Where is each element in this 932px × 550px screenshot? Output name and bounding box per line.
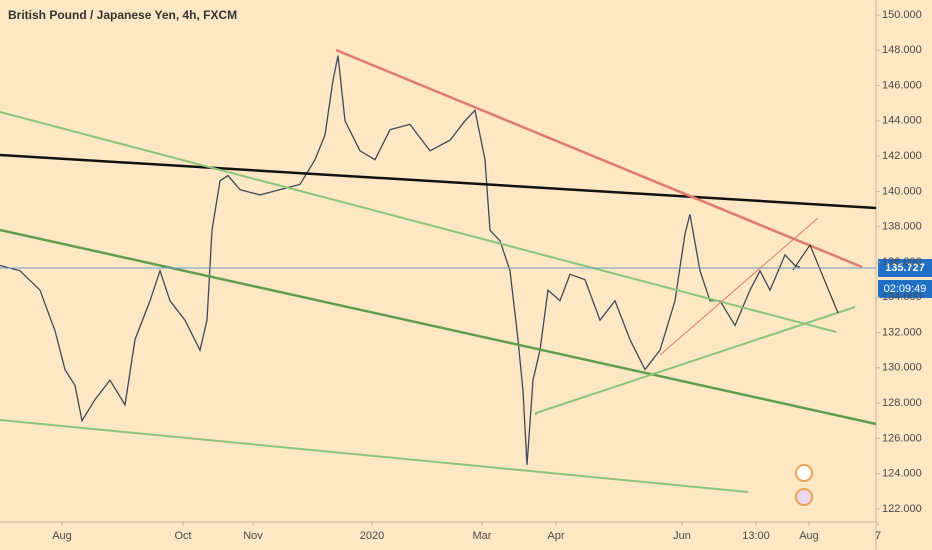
- x-tick-label: 7: [875, 530, 881, 542]
- y-tick-label: 130.000: [882, 362, 922, 374]
- price-series: [0, 55, 801, 465]
- y-tick-label: 138.000: [882, 221, 922, 233]
- y-tick-label: 150.000: [882, 9, 922, 21]
- event-icon[interactable]: [795, 464, 813, 482]
- chart-title: British Pound / Japanese Yen, 4h, FXCM: [8, 8, 237, 22]
- trend-line: [335, 48, 863, 269]
- trend-line: [535, 306, 856, 415]
- trend-lines: [0, 48, 877, 493]
- price-tag-label: 135.727: [885, 262, 925, 274]
- trend-line: [0, 111, 837, 333]
- y-tick-label: 148.000: [882, 44, 922, 56]
- trend-line: [0, 228, 877, 426]
- flag-icon[interactable]: [795, 488, 813, 506]
- x-tick-label: Oct: [174, 530, 191, 542]
- y-tick-label: 132.000: [882, 326, 922, 338]
- trend-line: [0, 419, 749, 493]
- trend-line: [0, 153, 877, 210]
- x-tick-label: Aug: [799, 530, 819, 542]
- y-tick-label: 146.000: [882, 79, 922, 91]
- y-tick-label: 142.000: [882, 150, 922, 162]
- projection-arrow: [792, 243, 839, 314]
- x-tick-label: Mar: [473, 530, 492, 542]
- channel-line: [659, 217, 819, 356]
- y-tick-label: 124.000: [882, 468, 922, 480]
- price-tag: [878, 259, 932, 277]
- y-tick-label: 134.000: [882, 291, 922, 303]
- y-tick-label: 122.000: [882, 503, 922, 515]
- y-tick-label: 140.000: [882, 185, 922, 197]
- x-tick-label: 2020: [360, 530, 384, 542]
- y-tick-label: 144.000: [882, 115, 922, 127]
- y-tick-label: 128.000: [882, 397, 922, 409]
- x-tick-label: 13:00: [742, 530, 770, 542]
- y-tick-label: 136.000: [882, 256, 922, 268]
- x-tick-label: Nov: [243, 530, 263, 542]
- x-tick-label: Jun: [673, 530, 691, 542]
- x-tick-label: Aug: [52, 530, 72, 542]
- countdown-label: 02:09:49: [884, 283, 927, 295]
- countdown-tag: [878, 280, 932, 298]
- x-tick-label: Apr: [547, 530, 564, 542]
- y-tick-label: 126.000: [882, 432, 922, 444]
